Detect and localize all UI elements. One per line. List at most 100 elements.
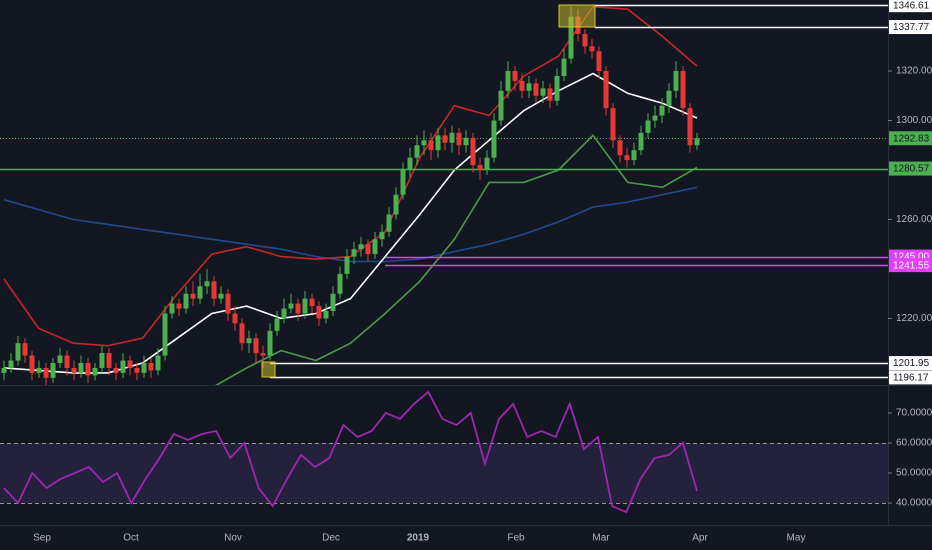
candle-body bbox=[365, 244, 371, 255]
highlight-box bbox=[261, 361, 276, 378]
candle-body bbox=[295, 303, 301, 314]
candle-body bbox=[491, 120, 497, 158]
candle-body bbox=[337, 273, 343, 294]
candle-body bbox=[50, 362, 56, 378]
candle-body bbox=[176, 303, 182, 309]
x-tick-label: Nov bbox=[224, 533, 242, 544]
x-tick-label: Mar bbox=[592, 533, 610, 544]
level-label: 1346.61 bbox=[893, 0, 930, 11]
candle-body bbox=[120, 360, 126, 373]
level-label: 1280.57 bbox=[893, 164, 930, 175]
candle-body bbox=[274, 318, 280, 331]
candle-body bbox=[288, 303, 294, 309]
candle-body bbox=[526, 83, 532, 91]
x-tick-label: Feb bbox=[507, 533, 525, 544]
candle-body bbox=[148, 362, 154, 371]
level-label-box bbox=[889, 131, 932, 146]
candle-body bbox=[421, 140, 427, 146]
candle-body bbox=[351, 249, 357, 257]
y-tick-label: 1320.00 bbox=[896, 66, 932, 77]
x-tick-label: Dec bbox=[322, 533, 340, 544]
candle-body bbox=[407, 157, 413, 170]
candle-body bbox=[127, 360, 133, 368]
candle-body bbox=[470, 137, 476, 166]
candle-body bbox=[505, 71, 511, 91]
candle-body bbox=[113, 367, 119, 373]
candle-body bbox=[309, 298, 315, 307]
level-label: 1196.17 bbox=[893, 373, 929, 384]
candle-body bbox=[596, 51, 602, 72]
x-tick-label: Sep bbox=[33, 533, 51, 544]
candle-body bbox=[645, 120, 651, 133]
x-tick-label: 2019 bbox=[407, 533, 430, 544]
candle-body bbox=[92, 367, 98, 376]
candle-body bbox=[568, 16, 574, 59]
candle-body bbox=[603, 71, 609, 109]
candle-body bbox=[624, 155, 630, 161]
candle-body bbox=[71, 367, 77, 373]
candle-body bbox=[22, 343, 28, 356]
candle-body bbox=[330, 293, 336, 312]
level-label-box bbox=[889, 161, 932, 176]
candle-body bbox=[1, 367, 7, 373]
candle-body bbox=[267, 330, 273, 356]
candle-body bbox=[666, 90, 672, 106]
rsi-line bbox=[3, 390, 698, 514]
candle-body bbox=[540, 88, 546, 96]
x-tick-label: Apr bbox=[692, 533, 708, 544]
price-pane bbox=[0, 4, 888, 385]
candle-body bbox=[85, 362, 91, 376]
candle-body bbox=[414, 145, 420, 158]
candle-body bbox=[218, 293, 224, 299]
level-label: 1292.83 bbox=[893, 133, 930, 144]
candle-body bbox=[442, 135, 448, 143]
y-tick-label: 70.0000 bbox=[896, 408, 932, 419]
level-label: 1337.77 bbox=[893, 22, 930, 33]
candle-body bbox=[463, 137, 469, 146]
candle-body bbox=[533, 83, 539, 96]
level-label-box bbox=[889, 356, 932, 371]
level-label-box bbox=[889, 20, 932, 35]
candle-body bbox=[659, 105, 665, 116]
candle-body bbox=[449, 132, 455, 143]
candle-body bbox=[302, 298, 308, 314]
candle-body bbox=[316, 306, 322, 319]
candle-body bbox=[155, 355, 161, 371]
candle-body bbox=[239, 323, 245, 344]
level-label: 1245.00 bbox=[893, 252, 930, 263]
candle-body bbox=[204, 281, 210, 287]
y-tick-label: 60.0000 bbox=[896, 438, 932, 449]
level-label: 1241.55 bbox=[893, 260, 930, 271]
candle-body bbox=[477, 165, 483, 170]
candle-body bbox=[582, 33, 588, 47]
candle-body bbox=[694, 138, 700, 146]
indicator-line bbox=[3, 72, 698, 374]
candle-body bbox=[498, 90, 504, 121]
candle-body bbox=[428, 140, 434, 151]
y-tick-label: 40.0000 bbox=[896, 498, 932, 509]
candle-body bbox=[106, 353, 112, 368]
level-label-box bbox=[889, 0, 932, 13]
candle-body bbox=[561, 58, 567, 76]
level-label: 1201.95 bbox=[893, 358, 930, 369]
candle-body bbox=[358, 244, 364, 250]
candle-body bbox=[673, 71, 679, 91]
candle-body bbox=[99, 353, 105, 368]
candle-body bbox=[379, 231, 385, 240]
candle-body bbox=[631, 150, 637, 161]
candle-body bbox=[652, 115, 658, 121]
candle-body bbox=[253, 338, 259, 354]
candle-body bbox=[484, 157, 490, 170]
candle-body bbox=[29, 355, 35, 373]
candle-body bbox=[211, 281, 217, 299]
candle-body bbox=[610, 108, 616, 141]
candle-body bbox=[43, 367, 49, 378]
y-tick-label: 1260.00 bbox=[896, 214, 932, 225]
candle-body bbox=[225, 293, 231, 314]
candle-body bbox=[260, 353, 266, 356]
candle-body bbox=[456, 132, 462, 146]
candle-body bbox=[519, 80, 525, 91]
candle-body bbox=[680, 71, 686, 109]
